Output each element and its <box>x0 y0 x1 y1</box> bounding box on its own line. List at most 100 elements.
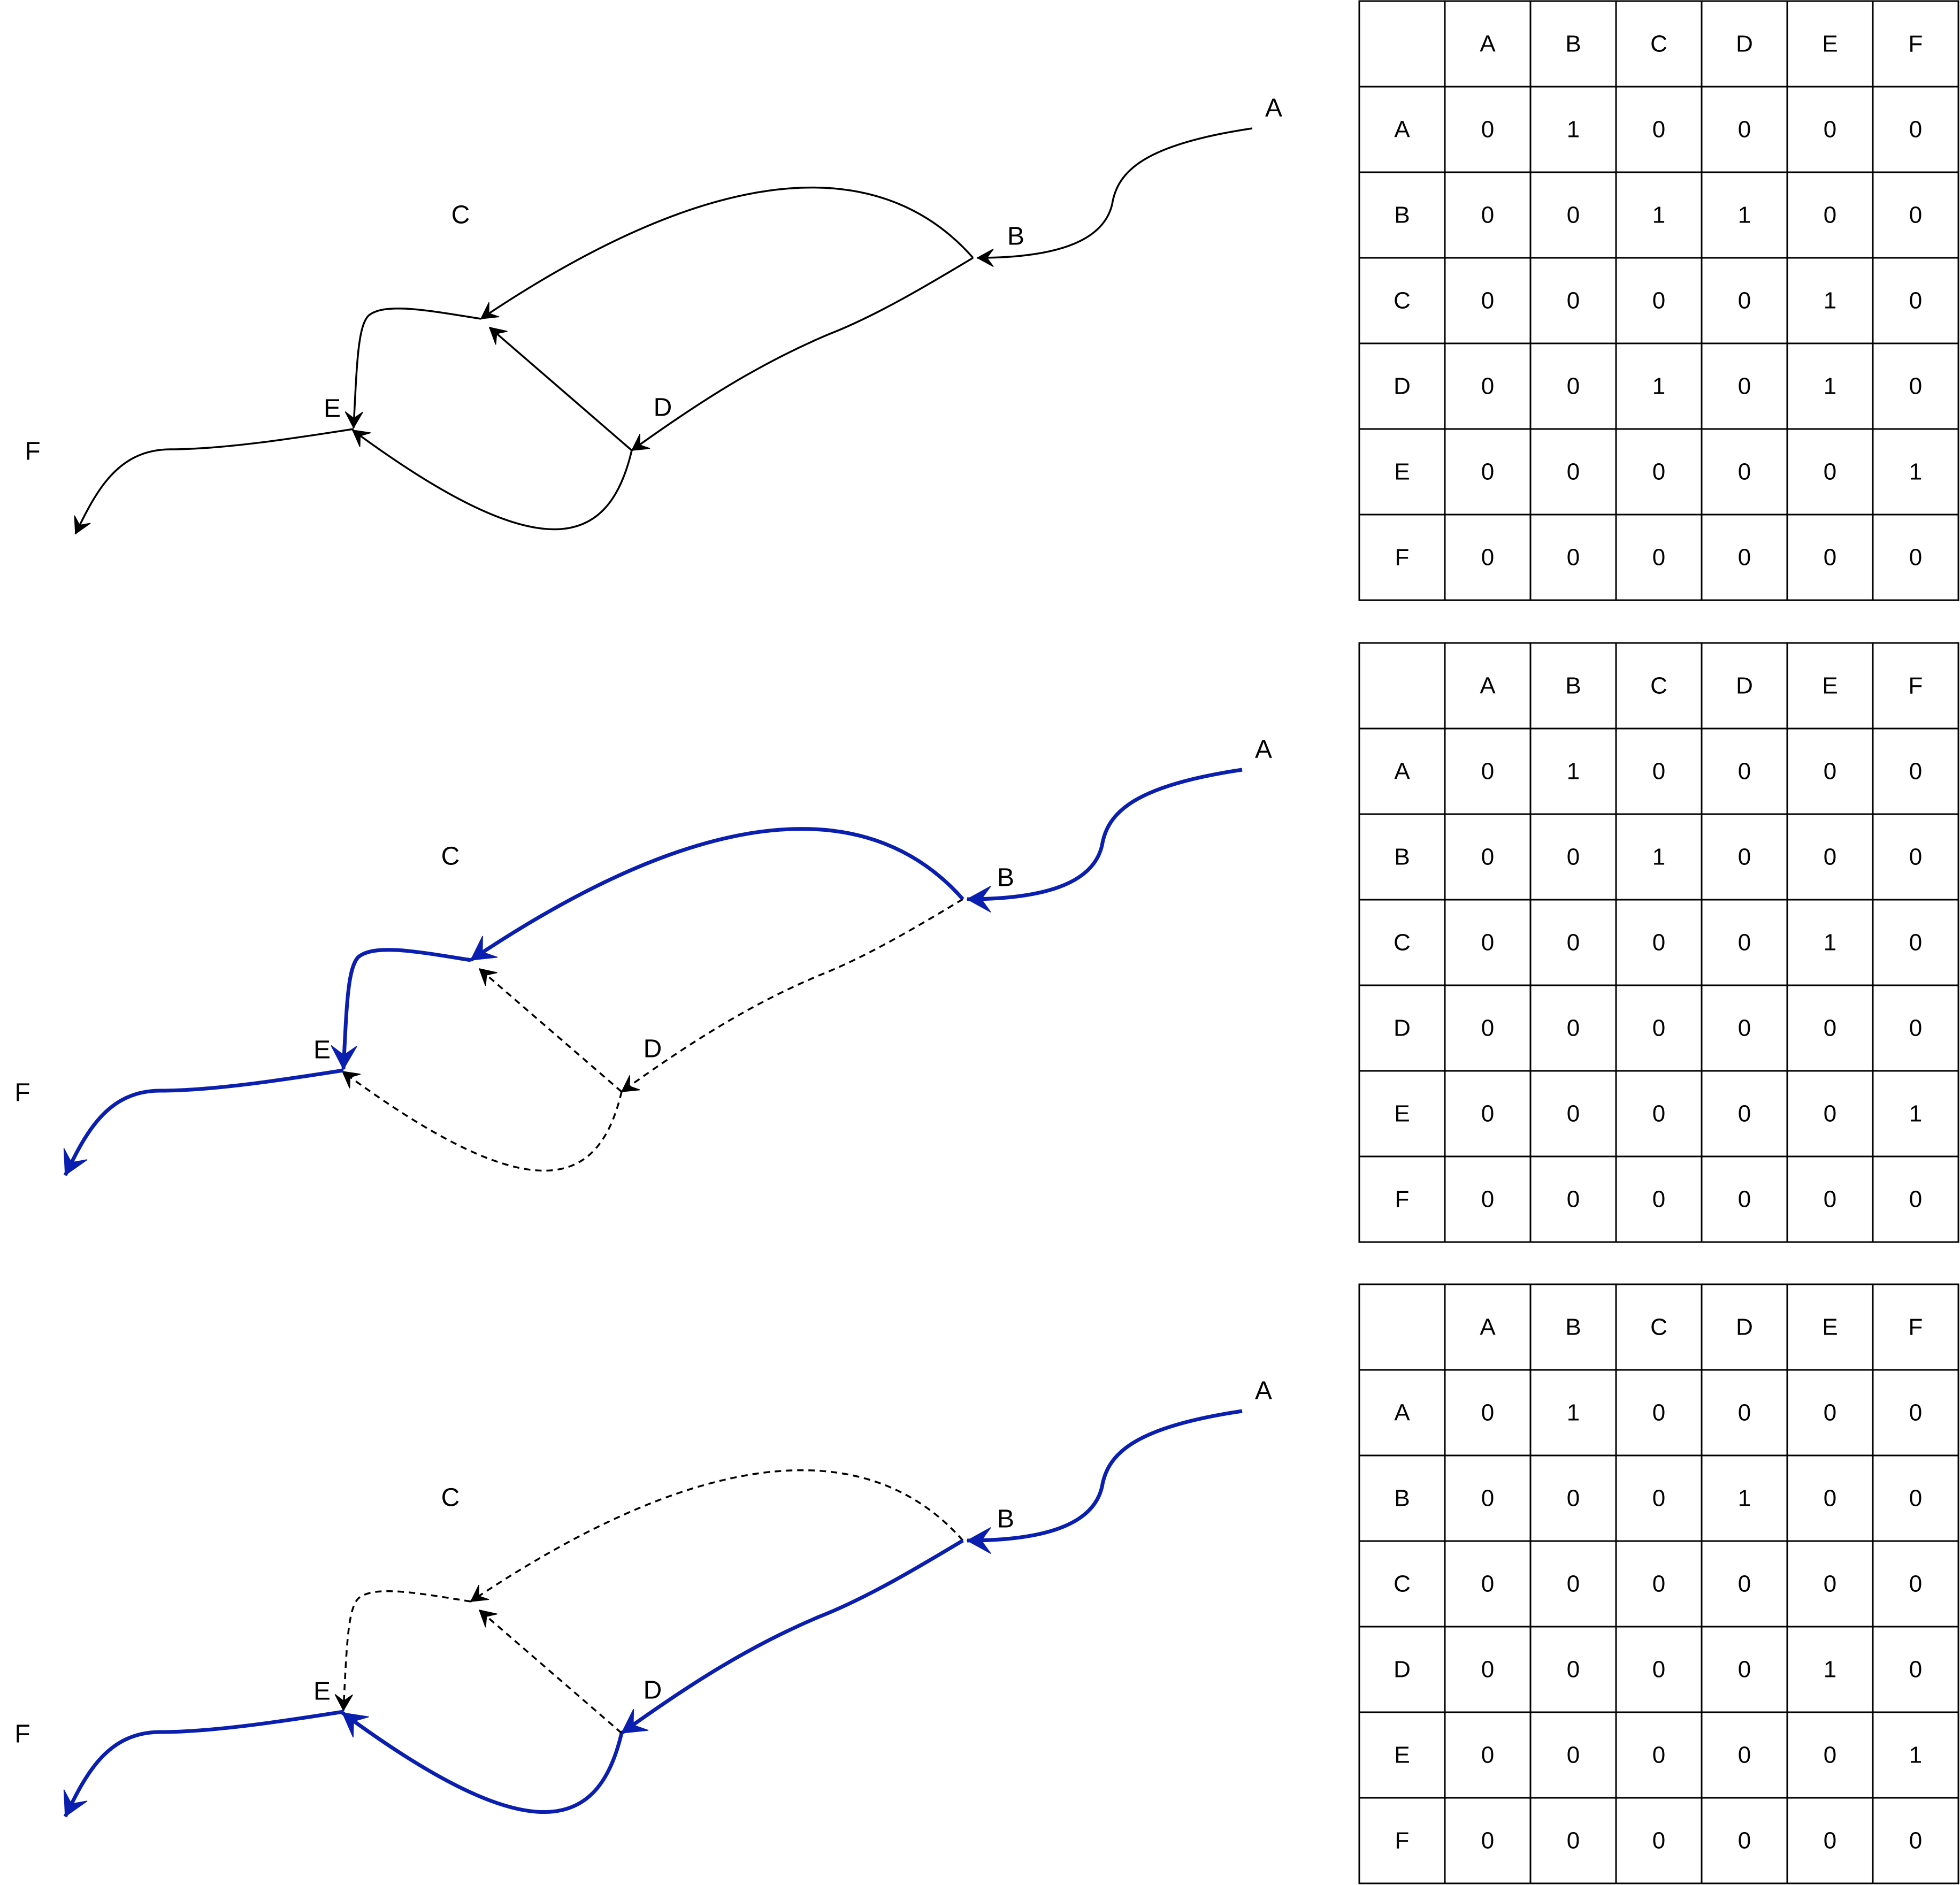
matrix-cell: 0 <box>1738 1400 1751 1426</box>
matrix-column-header: C <box>1650 1314 1667 1340</box>
matrix-cell: 0 <box>1567 545 1580 571</box>
matrix-cell: 0 <box>1652 1657 1665 1683</box>
matrix-cell: 1 <box>1909 1101 1922 1127</box>
matrix-cell: 1 <box>1824 288 1836 314</box>
matrix-cell: 0 <box>1481 1400 1494 1426</box>
matrix-cell: 0 <box>1567 373 1580 400</box>
matrix-cell: 0 <box>1567 1101 1580 1127</box>
node-label-f: F <box>14 1720 30 1749</box>
matrix-cell: 0 <box>1481 844 1494 870</box>
matrix-cell: 0 <box>1738 459 1751 485</box>
matrix-cell: 0 <box>1824 1186 1836 1213</box>
matrix-column-header: D <box>1736 673 1753 699</box>
node-label-d: D <box>654 394 672 422</box>
matrix-cell: 0 <box>1481 1485 1494 1512</box>
node-label-a: A <box>1265 94 1282 122</box>
matrix-cell: 0 <box>1652 545 1665 571</box>
matrix-cell: 0 <box>1738 930 1751 956</box>
edge-d-e <box>341 1711 624 1814</box>
matrix-row-header: F <box>1395 545 1410 571</box>
arrow-head-d-c <box>478 968 497 986</box>
matrix-cell: 0 <box>1738 117 1751 143</box>
matrix-cell: 0 <box>1738 1828 1751 1854</box>
edge-d-e <box>341 1070 623 1172</box>
node-label-e: E <box>313 1036 331 1064</box>
matrix-cell: 0 <box>1652 1828 1665 1854</box>
matrix-cell: 0 <box>1824 459 1836 485</box>
matrix-border <box>1358 642 1959 1243</box>
arrow-head-e-f <box>63 1789 88 1818</box>
matrix-cell: 0 <box>1909 202 1922 228</box>
arrow-head-c-e <box>331 1045 357 1070</box>
arrow-head-d-c <box>478 1609 497 1628</box>
arrow-head-d-e <box>351 430 371 447</box>
matrix-cell: 0 <box>1652 288 1665 314</box>
arrow-head-e-f <box>74 515 91 535</box>
matrix-cell: 0 <box>1738 1571 1751 1597</box>
edge-e-f <box>74 428 354 534</box>
edge-d-e <box>351 429 633 531</box>
matrix-cell: 0 <box>1481 1101 1494 1127</box>
matrix-cell: 0 <box>1481 545 1494 571</box>
arrow-head-b-d <box>621 1075 640 1092</box>
matrix-cell: 0 <box>1824 1571 1836 1597</box>
edge-b-c <box>470 1469 964 1603</box>
edge-b-c <box>470 827 964 962</box>
matrix-cell: 0 <box>1909 930 1922 956</box>
matrix-column-header: A <box>1480 1314 1496 1340</box>
matrix-row-header: F <box>1395 1828 1410 1854</box>
matrix-cell: 0 <box>1567 844 1580 870</box>
matrix-cell: 0 <box>1567 1742 1580 1768</box>
matrix-cell: 0 <box>1481 758 1494 785</box>
matrix-cell: 1 <box>1824 1657 1836 1683</box>
matrix-cell: 0 <box>1738 1657 1751 1683</box>
arrow-head-b-d <box>621 1708 649 1734</box>
arrow-head-b-c <box>470 936 498 961</box>
matrix-row-header: E <box>1394 1101 1410 1127</box>
matrix-cell: 1 <box>1567 1400 1580 1426</box>
matrix-cell: 0 <box>1738 545 1751 571</box>
panel-2-adjacency-matrix: A B C D E F A 0 1 0 0 0 0 B 0 0 1 0 0 0 C 0 0 0 0 1 0 D 0 0 0 0 0 0 E 0 0 0 0 0… <box>1358 642 1959 1243</box>
matrix-cell: 0 <box>1909 1186 1922 1213</box>
matrix-column-header: F <box>1909 31 1923 57</box>
matrix-row-header: F <box>1395 1186 1410 1213</box>
arrow-head-d-e <box>341 1071 361 1089</box>
edge-c-e <box>341 948 471 1070</box>
matrix-cell: 0 <box>1824 1015 1836 1041</box>
matrix-cell: 0 <box>1567 1186 1580 1213</box>
matrix-row-header: C <box>1394 930 1411 956</box>
matrix-cell: 0 <box>1824 1742 1836 1768</box>
edge-c-e <box>342 1590 471 1711</box>
matrix-cell: 0 <box>1481 1015 1494 1041</box>
matrix-cell: 0 <box>1738 758 1751 785</box>
matrix-cell: 0 <box>1567 202 1580 228</box>
matrix-cell: 0 <box>1481 930 1494 956</box>
node-label-d: D <box>644 1676 662 1705</box>
matrix-cell: 0 <box>1824 545 1836 571</box>
matrix-column-header: B <box>1565 673 1581 699</box>
matrix-cell: 0 <box>1824 1400 1836 1426</box>
matrix-cell: 0 <box>1824 844 1836 870</box>
matrix-cell: 1 <box>1909 1742 1922 1768</box>
matrix-cell: 0 <box>1909 1015 1922 1041</box>
matrix-cell: 0 <box>1738 288 1751 314</box>
matrix-column-header: B <box>1565 31 1581 57</box>
matrix-cell: 0 <box>1738 1101 1751 1127</box>
matrix-cell: 0 <box>1652 117 1665 143</box>
matrix-cell: 0 <box>1738 1742 1751 1768</box>
matrix-cell: 0 <box>1481 1657 1494 1683</box>
matrix-cell: 0 <box>1824 758 1836 785</box>
matrix-cell: 0 <box>1824 1101 1836 1127</box>
matrix-column-header: C <box>1650 31 1667 57</box>
matrix-cell: 0 <box>1738 373 1751 400</box>
matrix-cell: 0 <box>1909 1657 1922 1683</box>
matrix-cell: 1 <box>1567 117 1580 143</box>
edge-d-c <box>478 1609 623 1734</box>
matrix-row-header: C <box>1394 288 1411 314</box>
matrix-cell: 0 <box>1824 1828 1836 1854</box>
matrix-cell: 0 <box>1824 1485 1836 1512</box>
matrix-column-header: A <box>1480 31 1496 57</box>
matrix-cell: 0 <box>1652 459 1665 485</box>
matrix-row-header: D <box>1394 1015 1411 1041</box>
